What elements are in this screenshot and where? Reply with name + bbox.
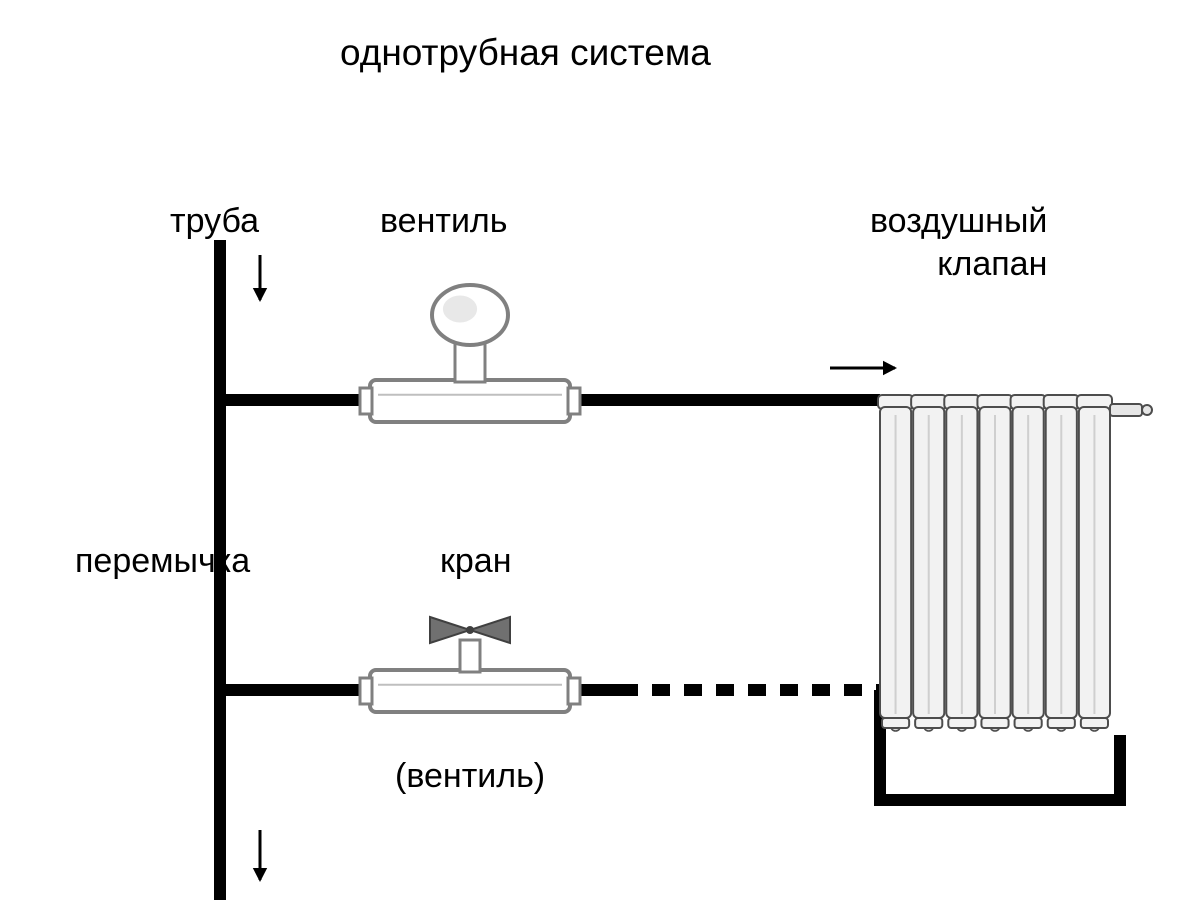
arrows-group [253, 255, 897, 882]
radiator-group [878, 395, 1152, 731]
valves-group [360, 285, 580, 712]
diagram-canvas: однотрубная система труба вентиль воздуш… [0, 0, 1200, 921]
schematic-svg [0, 0, 1200, 921]
